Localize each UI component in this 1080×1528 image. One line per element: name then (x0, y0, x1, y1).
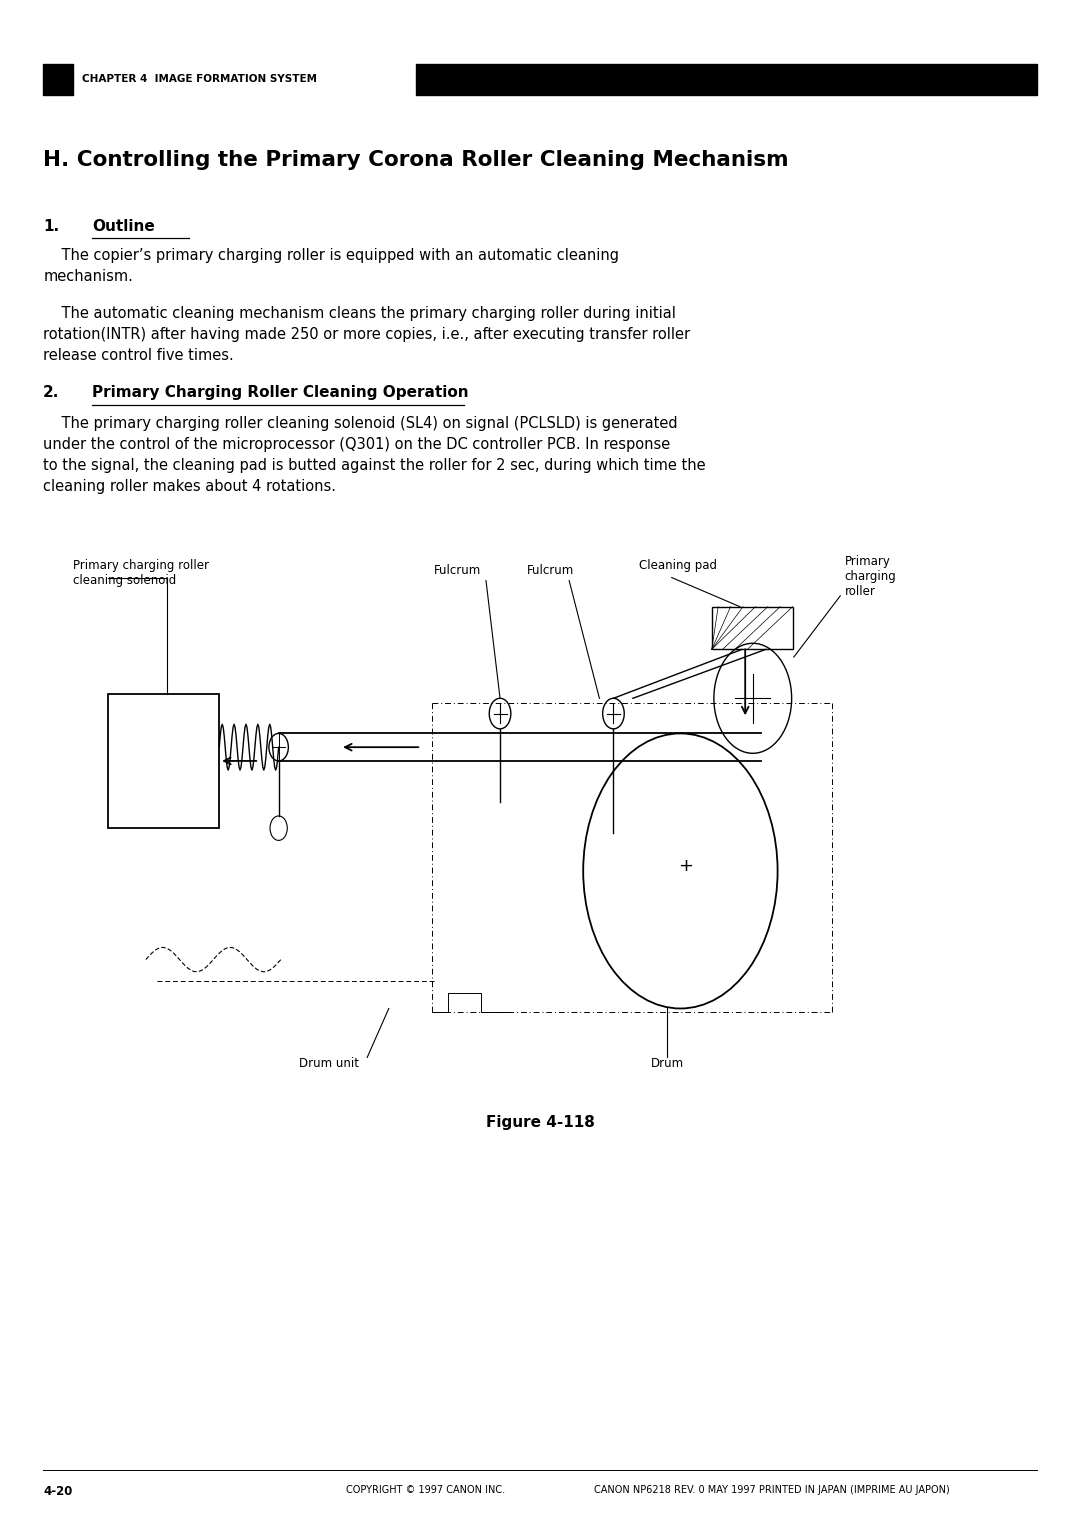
Text: 4-20: 4-20 (43, 1485, 72, 1499)
Text: Outline: Outline (92, 219, 154, 234)
Bar (712, 607, 793, 649)
Text: Primary charging roller
cleaning solenoid: Primary charging roller cleaning solenoi… (73, 559, 210, 587)
Text: Cleaning pad: Cleaning pad (639, 559, 717, 573)
Text: Figure 4-118: Figure 4-118 (486, 1115, 594, 1131)
Text: CHAPTER 4  IMAGE FORMATION SYSTEM: CHAPTER 4 IMAGE FORMATION SYSTEM (82, 75, 318, 84)
Text: H. Controlling the Primary Corona Roller Cleaning Mechanism: H. Controlling the Primary Corona Roller… (43, 150, 788, 170)
Text: Drum unit: Drum unit (299, 1057, 360, 1071)
Text: The primary charging roller cleaning solenoid (SL4) on signal (PCLSLD) is genera: The primary charging roller cleaning sol… (43, 416, 706, 494)
Text: CANON NP6218 REV. 0 MAY 1997 PRINTED IN JAPAN (IMPRIME AU JAPON): CANON NP6218 REV. 0 MAY 1997 PRINTED IN … (594, 1485, 949, 1496)
Text: Primary Charging Roller Cleaning Operation: Primary Charging Roller Cleaning Operati… (92, 385, 469, 400)
Bar (416, 64, 1037, 95)
Text: Primary
charging
roller: Primary charging roller (845, 555, 896, 597)
Text: Fulcrum: Fulcrum (527, 564, 575, 578)
Text: The automatic cleaning mechanism cleans the primary charging roller during initi: The automatic cleaning mechanism cleans … (43, 306, 690, 362)
Text: Fulcrum: Fulcrum (434, 564, 482, 578)
Text: 1.: 1. (43, 219, 59, 234)
Text: The copier’s primary charging roller is equipped with an automatic cleaning
mech: The copier’s primary charging roller is … (43, 248, 619, 284)
Bar (43, 64, 73, 95)
Text: 2.: 2. (43, 385, 59, 400)
Bar (108, 694, 219, 828)
Text: COPYRIGHT © 1997 CANON INC.: COPYRIGHT © 1997 CANON INC. (346, 1485, 504, 1496)
Text: Drum: Drum (651, 1057, 684, 1071)
Text: +: + (678, 857, 693, 876)
